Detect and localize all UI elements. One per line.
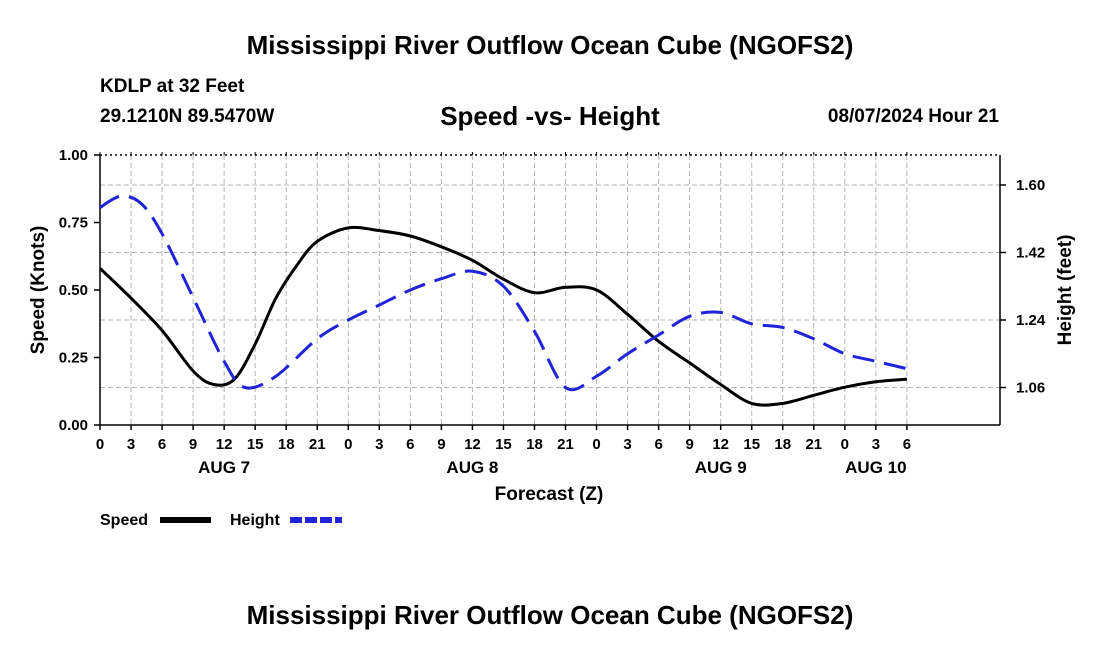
legend: Speed Height xyxy=(100,512,342,529)
x-tick-label: 0 xyxy=(344,436,352,453)
x-tick-label: 6 xyxy=(158,436,166,453)
x-tick-label: 0 xyxy=(592,436,600,453)
legend-label-speed: Speed xyxy=(100,512,148,529)
x-tick-label: 15 xyxy=(495,436,512,453)
x-tick-label: 18 xyxy=(278,436,295,453)
x-tick-label: 21 xyxy=(557,436,574,453)
x-tick-label: 9 xyxy=(189,436,197,453)
x-tick-label: 6 xyxy=(406,436,414,453)
x-tick-label: 12 xyxy=(216,436,233,453)
date-label: AUG 10 xyxy=(845,458,906,477)
x-tick-label: 15 xyxy=(247,436,264,453)
x-tick-label: 21 xyxy=(309,436,326,453)
x-tick-label: 6 xyxy=(654,436,662,453)
y-tick-label: 1.00 xyxy=(59,147,88,164)
y-tick-label: 0.75 xyxy=(59,215,88,232)
x-tick-label: 12 xyxy=(712,436,729,453)
y2-tick-label: 1.24 xyxy=(1016,312,1046,329)
x-tick-label: 0 xyxy=(96,436,104,453)
x-axis-title: Forecast (Z) xyxy=(495,484,604,505)
x-tick-label: 15 xyxy=(743,436,760,453)
x-tick-label: 9 xyxy=(685,436,693,453)
y2-tick-label: 1.60 xyxy=(1016,177,1045,194)
date-label: AUG 8 xyxy=(446,458,498,477)
x-tick-label: 12 xyxy=(464,436,481,453)
station-label: KDLP at 32 Feet xyxy=(100,76,245,97)
legend-label-height: Height xyxy=(230,512,280,529)
x-tick-label: 18 xyxy=(774,436,791,453)
x-tick-label: 3 xyxy=(127,436,135,453)
forecast-datetime-label: 08/07/2024 Hour 21 xyxy=(827,106,999,127)
x-tick-label: 18 xyxy=(526,436,543,453)
y-tick-label: 0.00 xyxy=(59,417,88,434)
x-tick-label: 3 xyxy=(872,436,880,453)
y-tick-label: 0.50 xyxy=(59,282,88,299)
date-label: AUG 9 xyxy=(695,458,747,477)
page-title: Mississippi River Outflow Ocean Cube (NG… xyxy=(246,30,854,60)
x-tick-label: 21 xyxy=(805,436,822,453)
height-series-line xyxy=(99,194,908,392)
chart-subtitle: Speed -vs- Height xyxy=(440,101,660,131)
x-tick-label: 0 xyxy=(841,436,849,453)
y2-axis-title: Height (feet) xyxy=(1055,235,1076,346)
date-label: AUG 7 xyxy=(198,458,250,477)
y2-tick-label: 1.42 xyxy=(1016,245,1045,262)
footer-title: Mississippi River Outflow Ocean Cube (NG… xyxy=(246,600,854,630)
y-axis-title: Speed (Knots) xyxy=(28,226,49,355)
y-tick-label: 0.25 xyxy=(59,350,88,367)
x-tick-label: 3 xyxy=(375,436,383,453)
x-tick-label: 3 xyxy=(623,436,631,453)
speed-series-line xyxy=(98,225,908,407)
x-tick-label: 6 xyxy=(903,436,911,453)
y2-tick-label: 1.06 xyxy=(1016,380,1045,397)
coordinates-label: 29.1210N 89.5470W xyxy=(100,106,275,127)
x-tick-label: 9 xyxy=(437,436,445,453)
